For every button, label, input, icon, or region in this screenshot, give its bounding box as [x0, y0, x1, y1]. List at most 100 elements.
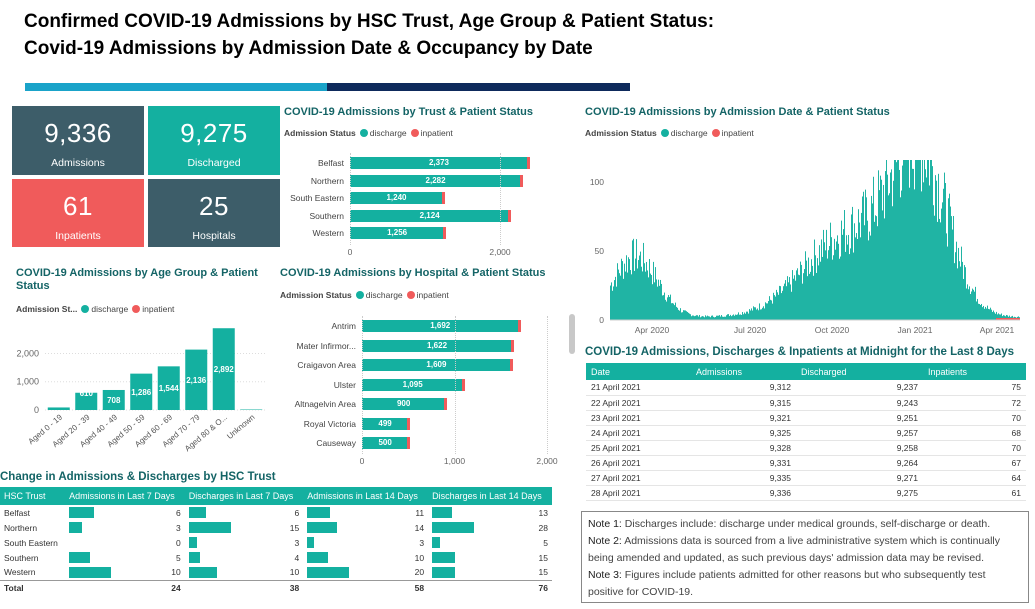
- date-bar[interactable]: [622, 261, 623, 320]
- date-bar[interactable]: [963, 278, 964, 320]
- date-bar[interactable]: [667, 297, 668, 320]
- date-bar[interactable]: [634, 270, 635, 320]
- date-bar[interactable]: [883, 184, 884, 320]
- date-bar[interactable]: [929, 185, 930, 320]
- date-bar[interactable]: [747, 311, 748, 320]
- date-bar[interactable]: [802, 283, 803, 320]
- date-bar[interactable]: [902, 165, 903, 320]
- date-bar[interactable]: [954, 263, 955, 320]
- date-bar[interactable]: [1000, 314, 1001, 320]
- date-bar[interactable]: [619, 273, 620, 320]
- date-bar[interactable]: [899, 169, 900, 320]
- date-bar[interactable]: [730, 314, 731, 320]
- date-bar[interactable]: [962, 261, 963, 320]
- date-bar[interactable]: [705, 315, 706, 320]
- date-bar[interactable]: [966, 288, 967, 320]
- date-bar[interactable]: [616, 286, 617, 320]
- date-bar[interactable]: [829, 245, 830, 320]
- date-bar[interactable]: [896, 162, 897, 320]
- date-bar[interactable]: [801, 264, 802, 320]
- date-bar[interactable]: [681, 312, 682, 320]
- date-bar[interactable]: [721, 315, 722, 320]
- date-bar[interactable]: [637, 268, 638, 320]
- date-bar[interactable]: [672, 303, 673, 320]
- date-bar[interactable]: [629, 259, 630, 320]
- date-bar[interactable]: [733, 314, 734, 320]
- date-bar[interactable]: [820, 261, 821, 320]
- date-bar[interactable]: [711, 315, 712, 320]
- date-bar[interactable]: [614, 280, 615, 320]
- date-bar[interactable]: [814, 239, 815, 320]
- date-bar[interactable]: [886, 160, 887, 320]
- date-bar[interactable]: [750, 310, 751, 320]
- date-bar[interactable]: [757, 308, 758, 320]
- date-bar[interactable]: [854, 223, 855, 320]
- column-header[interactable]: HSC Trust: [0, 487, 66, 505]
- date-bar[interactable]: [853, 252, 854, 320]
- date-bar[interactable]: [715, 317, 716, 320]
- date-bar[interactable]: [727, 314, 728, 320]
- date-bar[interactable]: [697, 315, 698, 320]
- date-bar[interactable]: [823, 229, 824, 320]
- date-bar[interactable]: [906, 160, 907, 320]
- date-bar[interactable]: [989, 309, 990, 320]
- admissions-card[interactable]: 9,336 Admissions: [12, 106, 144, 175]
- date-bar[interactable]: [960, 266, 961, 320]
- date-bar[interactable]: [656, 279, 657, 320]
- date-bar[interactable]: [621, 258, 622, 320]
- date-bar[interactable]: [884, 218, 885, 320]
- date-bar[interactable]: [920, 160, 921, 320]
- bar-causeway[interactable]: 500: [362, 437, 411, 449]
- date-bar[interactable]: [759, 303, 760, 320]
- date-bar[interactable]: [846, 235, 847, 320]
- date-bar[interactable]: [818, 265, 819, 320]
- date-bar[interactable]: [775, 296, 776, 320]
- date-bar[interactable]: [832, 259, 833, 320]
- date-bar[interactable]: [805, 251, 806, 320]
- date-bar[interactable]: [666, 301, 667, 320]
- date-bar[interactable]: [679, 310, 680, 320]
- date-bar[interactable]: [744, 312, 745, 320]
- date-bar[interactable]: [992, 311, 993, 320]
- date-bar[interactable]: [648, 277, 649, 320]
- date-bar[interactable]: [931, 160, 932, 320]
- date-bar[interactable]: [999, 314, 1000, 320]
- date-bar[interactable]: [783, 286, 784, 320]
- date-bar[interactable]: [869, 231, 870, 320]
- date-bar[interactable]: [907, 160, 908, 320]
- date-bar[interactable]: [682, 312, 683, 320]
- date-bar[interactable]: [684, 310, 685, 320]
- date-bar[interactable]: [651, 275, 652, 320]
- date-chart-legend[interactable]: Admission Status discharge inpatient: [585, 128, 754, 138]
- date-bar[interactable]: [739, 314, 740, 320]
- date-bar[interactable]: [768, 301, 769, 320]
- inpatients-card[interactable]: 61 Inpatients: [12, 179, 144, 247]
- date-bar[interactable]: [670, 294, 671, 320]
- discharged-card[interactable]: 9,275 Discharged: [148, 106, 280, 175]
- date-bar[interactable]: [841, 220, 842, 320]
- column-header[interactable]: Admissions in Last 7 Days: [65, 487, 185, 505]
- date-bar[interactable]: [965, 267, 966, 320]
- date-bar[interactable]: [799, 275, 800, 320]
- date-bar[interactable]: [720, 316, 721, 320]
- date-bar[interactable]: [691, 316, 692, 320]
- date-bar[interactable]: [956, 241, 957, 320]
- date-bar[interactable]: [878, 170, 879, 320]
- date-bar[interactable]: [816, 272, 817, 320]
- date-bar[interactable]: [940, 222, 941, 320]
- date-bar[interactable]: [767, 303, 768, 320]
- date-bar[interactable]: [873, 176, 874, 320]
- date-bar[interactable]: [689, 313, 690, 320]
- age-bar[interactable]: [157, 366, 180, 410]
- date-bar[interactable]: [826, 229, 827, 320]
- date-bar[interactable]: [950, 206, 951, 320]
- date-bar[interactable]: [881, 179, 882, 320]
- date-bar[interactable]: [959, 261, 960, 320]
- date-bar[interactable]: [981, 303, 982, 320]
- date-bar[interactable]: [736, 314, 737, 320]
- date-bar[interactable]: [908, 160, 909, 320]
- age-bar[interactable]: [75, 392, 98, 410]
- date-bar[interactable]: [694, 316, 695, 320]
- date-bar[interactable]: [900, 197, 901, 320]
- date-bar[interactable]: [745, 313, 746, 320]
